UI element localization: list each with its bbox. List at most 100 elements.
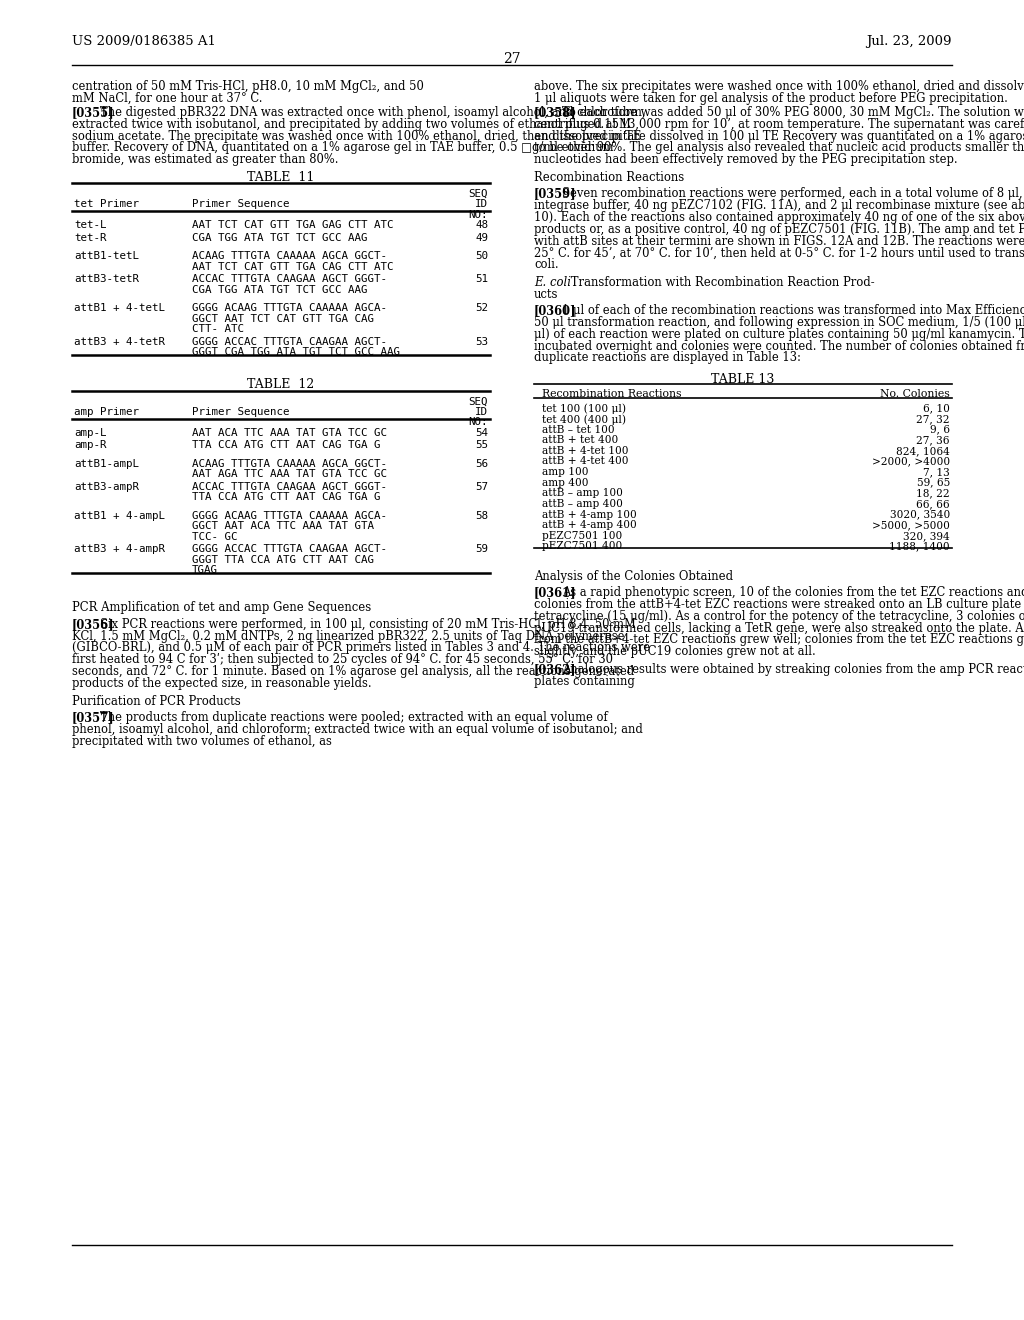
Text: 57: 57 <box>475 482 488 491</box>
Text: 66, 66: 66, 66 <box>916 499 950 510</box>
Text: ACAAG TTTGTA CAAAAA AGCA GGCT-: ACAAG TTTGTA CAAAAA AGCA GGCT- <box>193 251 387 261</box>
Text: attB3 + 4-ampR: attB3 + 4-ampR <box>74 544 165 554</box>
Text: ACAAG TTTGTA CAAAAA AGCA GGCT-: ACAAG TTTGTA CAAAAA AGCA GGCT- <box>193 458 387 469</box>
Text: TTA CCA ATG CTT AAT CAG TGA G: TTA CCA ATG CTT AAT CAG TGA G <box>193 492 381 502</box>
Text: Primer Sequence: Primer Sequence <box>193 407 290 417</box>
Text: extracted twice with isobutanol, and precipitated by adding two volumes of ethan: extracted twice with isobutanol, and pre… <box>72 117 631 131</box>
Text: buffer. Recovery of DNA, quantitated on a 1% agarose gel in TAE buffer, 0.5 □g/m: buffer. Recovery of DNA, quantitated on … <box>72 141 613 154</box>
Text: attB3 + 4-tetR: attB3 + 4-tetR <box>74 337 165 347</box>
Text: KCl, 1.5 mM MgCl₂, 0.2 mM dNTPs, 2 ng linearized pBR322, 2.5 units of Taq DNA po: KCl, 1.5 mM MgCl₂, 0.2 mM dNTPs, 2 ng li… <box>72 630 625 643</box>
Text: (GIBCO-BRL), and 0.5 μM of each pair of PCR primers listed in Tables 3 and 4. Th: (GIBCO-BRL), and 0.5 μM of each pair of … <box>72 642 650 655</box>
Text: NO:: NO: <box>469 417 488 428</box>
Text: with attB sites at their termini are shown in FIGS. 12A and 12B. The reactions w: with attB sites at their termini are sho… <box>534 235 1024 248</box>
Text: 3020, 3540: 3020, 3540 <box>890 510 950 520</box>
Text: seconds, and 72° C. for 1 minute. Based on 1% agarose gel analysis, all the reac: seconds, and 72° C. for 1 minute. Based … <box>72 665 634 678</box>
Text: Transformation with Recombination Reaction Prod-: Transformation with Recombination Reacti… <box>567 276 874 289</box>
Text: ACCAC TTTGTA CAAGAA AGCT GGGT-: ACCAC TTTGTA CAAGAA AGCT GGGT- <box>193 275 387 284</box>
Text: from the attB+4-tet EZC reactions grew well; colonies from the tet EZC reactions: from the attB+4-tet EZC reactions grew w… <box>534 634 1024 647</box>
Text: 50: 50 <box>475 251 488 261</box>
Text: CGA TGG ATA TGT TCT GCC AAG: CGA TGG ATA TGT TCT GCC AAG <box>193 285 368 294</box>
Text: ucts: ucts <box>534 288 558 301</box>
Text: 9, 6: 9, 6 <box>930 425 950 434</box>
Text: Six PCR reactions were performed, in 100 μl, consisting of 20 mM Tris-HCl, pH 8.: Six PCR reactions were performed, in 100… <box>100 618 636 631</box>
Text: TTA CCA ATG CTT AAT CAG TGA G: TTA CCA ATG CTT AAT CAG TGA G <box>193 441 381 450</box>
Text: Recombination Reactions: Recombination Reactions <box>534 170 684 183</box>
Text: 27, 36: 27, 36 <box>916 436 950 445</box>
Text: tet-L: tet-L <box>74 220 106 230</box>
Text: 56: 56 <box>475 458 488 469</box>
Text: [0359]: [0359] <box>534 187 577 201</box>
Text: slightly, and the pUC19 colonies grew not at all.: slightly, and the pUC19 colonies grew no… <box>534 645 816 659</box>
Text: CGA TGG ATA TGT TCT GCC AAG: CGA TGG ATA TGT TCT GCC AAG <box>193 232 368 243</box>
Text: Seven recombination reactions were performed, each in a total volume of 8 μl, co: Seven recombination reactions were perfo… <box>562 187 1024 201</box>
Text: incubated overnight and colonies were counted. The number of colonies obtained f: incubated overnight and colonies were co… <box>534 339 1024 352</box>
Text: Analogous results were obtained by streaking colonies from the amp PCR reactions: Analogous results were obtained by strea… <box>562 663 1024 676</box>
Text: 59, 65: 59, 65 <box>916 478 950 487</box>
Text: sodium acetate. The precipitate was washed once with 100% ethanol, dried, then d: sodium acetate. The precipitate was wash… <box>72 129 641 143</box>
Text: attB – amp 100: attB – amp 100 <box>542 488 623 498</box>
Text: amp-L: amp-L <box>74 428 106 438</box>
Text: GGGG ACAAG TTTGTA CAAAAA AGCA-: GGGG ACAAG TTTGTA CAAAAA AGCA- <box>193 302 387 313</box>
Text: above. The six precipitates were washed once with 100% ethanol, dried and dissol: above. The six precipitates were washed … <box>534 81 1024 92</box>
Text: 18, 22: 18, 22 <box>916 488 950 498</box>
Text: products or, as a positive control, 40 ng of pEZC7501 (FIG. 11B). The amp and te: products or, as a positive control, 40 n… <box>534 223 1024 236</box>
Text: 50 μl transformation reaction, and following expression in SOC medium, 1/5 (100 : 50 μl transformation reaction, and follo… <box>534 315 1024 329</box>
Text: 27: 27 <box>503 51 521 66</box>
Text: 58: 58 <box>475 511 488 520</box>
Text: centrifuged at 13,000 rpm for 10’, at room temperature. The supernatant was care: centrifuged at 13,000 rpm for 10’, at ro… <box>534 117 1024 131</box>
Text: CTT- ATC: CTT- ATC <box>193 325 244 334</box>
Text: TCC- GC: TCC- GC <box>193 532 238 541</box>
Text: first heated to 94 C for 3ʹ; then subjected to 25 cycles of 94° C. for 45 second: first heated to 94 C for 3ʹ; then subjec… <box>72 653 613 667</box>
Text: The digested pBR322 DNA was extracted once with phenol, isoamyl alcohol, and chl: The digested pBR322 DNA was extracted on… <box>100 106 645 119</box>
Text: US 2009/0186385 A1: US 2009/0186385 A1 <box>72 36 216 48</box>
Text: amp-R: amp-R <box>74 441 106 450</box>
Text: >5000, >5000: >5000, >5000 <box>872 520 950 531</box>
Text: E. coli: E. coli <box>534 276 571 289</box>
Text: [0360]: [0360] <box>534 304 577 317</box>
Text: >2000, >4000: >2000, >4000 <box>871 457 950 466</box>
Text: pEZC7501 100: pEZC7501 100 <box>542 531 623 541</box>
Text: integrase buffer, 40 ng pEZC7102 (FIG. 11A), and 2 μl recombinase mixture (see a: integrase buffer, 40 ng pEZC7102 (FIG. 1… <box>534 199 1024 213</box>
Text: Analysis of the Colonies Obtained: Analysis of the Colonies Obtained <box>534 570 733 582</box>
Text: 55: 55 <box>475 441 488 450</box>
Text: AAT ACA TTC AAA TAT GTA TCC GC: AAT ACA TTC AAA TAT GTA TCC GC <box>193 428 387 438</box>
Text: attB – tet 100: attB – tet 100 <box>542 425 614 434</box>
Text: ACCAC TTTGTA CAAGAA AGCT GGGT-: ACCAC TTTGTA CAAGAA AGCT GGGT- <box>193 482 387 491</box>
Text: 6, 10: 6, 10 <box>923 404 950 413</box>
Text: precipitated with two volumes of ethanol, as: precipitated with two volumes of ethanol… <box>72 735 332 747</box>
Text: Jul. 23, 2009: Jul. 23, 2009 <box>866 36 952 48</box>
Text: GGGG ACCAC TTTGTA CAAGAA AGCT-: GGGG ACCAC TTTGTA CAAGAA AGCT- <box>193 544 387 554</box>
Text: attB + 4-tet 400: attB + 4-tet 400 <box>542 457 629 466</box>
Text: GGGG ACCAC TTTGTA CAAGAA AGCT-: GGGG ACCAC TTTGTA CAAGAA AGCT- <box>193 337 387 347</box>
Text: SEQ: SEQ <box>469 396 488 407</box>
Text: pEZC7501 400: pEZC7501 400 <box>542 541 623 552</box>
Text: attB3-tetR: attB3-tetR <box>74 275 139 284</box>
Text: 1188, 1400: 1188, 1400 <box>890 541 950 552</box>
Text: ID: ID <box>475 199 488 210</box>
Text: As a rapid phenotypic screen, 10 of the colonies from the tet EZC reactions and : As a rapid phenotypic screen, 10 of the … <box>562 586 1024 599</box>
Text: 52: 52 <box>475 302 488 313</box>
Text: attB1-tetL: attB1-tetL <box>74 251 139 261</box>
Text: attB1 + 4-ampL: attB1 + 4-ampL <box>74 511 165 520</box>
Text: 7, 13: 7, 13 <box>924 467 950 477</box>
Text: GGCT AAT ACA TTC AAA TAT GTA: GGCT AAT ACA TTC AAA TAT GTA <box>193 521 374 531</box>
Text: plates containing: plates containing <box>534 675 635 688</box>
Text: To each tube was added 50 μl of 30% PEG 8000, 30 mM MgCl₂. The solution was mixe: To each tube was added 50 μl of 30% PEG … <box>562 106 1024 119</box>
Text: 25° C. for 45’, at 70° C. for 10’, then held at 0-5° C. for 1-2 hours until used: 25° C. for 45’, at 70° C. for 10’, then … <box>534 247 1024 259</box>
Text: [0362]: [0362] <box>534 663 577 676</box>
Text: attB + tet 400: attB + tet 400 <box>542 436 618 445</box>
Text: tet-R: tet-R <box>74 232 106 243</box>
Text: PCR Amplification of tet and amp Gene Sequences: PCR Amplification of tet and amp Gene Se… <box>72 602 372 614</box>
Text: tet 100 (100 μl): tet 100 (100 μl) <box>542 404 626 414</box>
Text: 51: 51 <box>475 275 488 284</box>
Text: 10). Each of the reactions also contained approximately 40 ng of one of the six : 10). Each of the reactions also containe… <box>534 211 1024 224</box>
Text: products of the expected size, in reasonable yields.: products of the expected size, in reason… <box>72 677 372 690</box>
Text: attB1-ampL: attB1-ampL <box>74 458 139 469</box>
Text: 824, 1064: 824, 1064 <box>896 446 950 455</box>
Text: mM NaCl, for one hour at 37° C.: mM NaCl, for one hour at 37° C. <box>72 92 262 104</box>
Text: Purification of PCR Products: Purification of PCR Products <box>72 694 241 708</box>
Text: Recombination Reactions: Recombination Reactions <box>542 389 682 399</box>
Text: pUC19-transformed cells, lacking a TetR gene, were also streaked onto the plate.: pUC19-transformed cells, lacking a TetR … <box>534 622 1024 635</box>
Text: to be over 90%. The gel analysis also revealed that nucleic acid products smalle: to be over 90%. The gel analysis also re… <box>534 141 1024 154</box>
Text: The products from duplicate reactions were pooled; extracted with an equal volum: The products from duplicate reactions we… <box>100 711 608 725</box>
